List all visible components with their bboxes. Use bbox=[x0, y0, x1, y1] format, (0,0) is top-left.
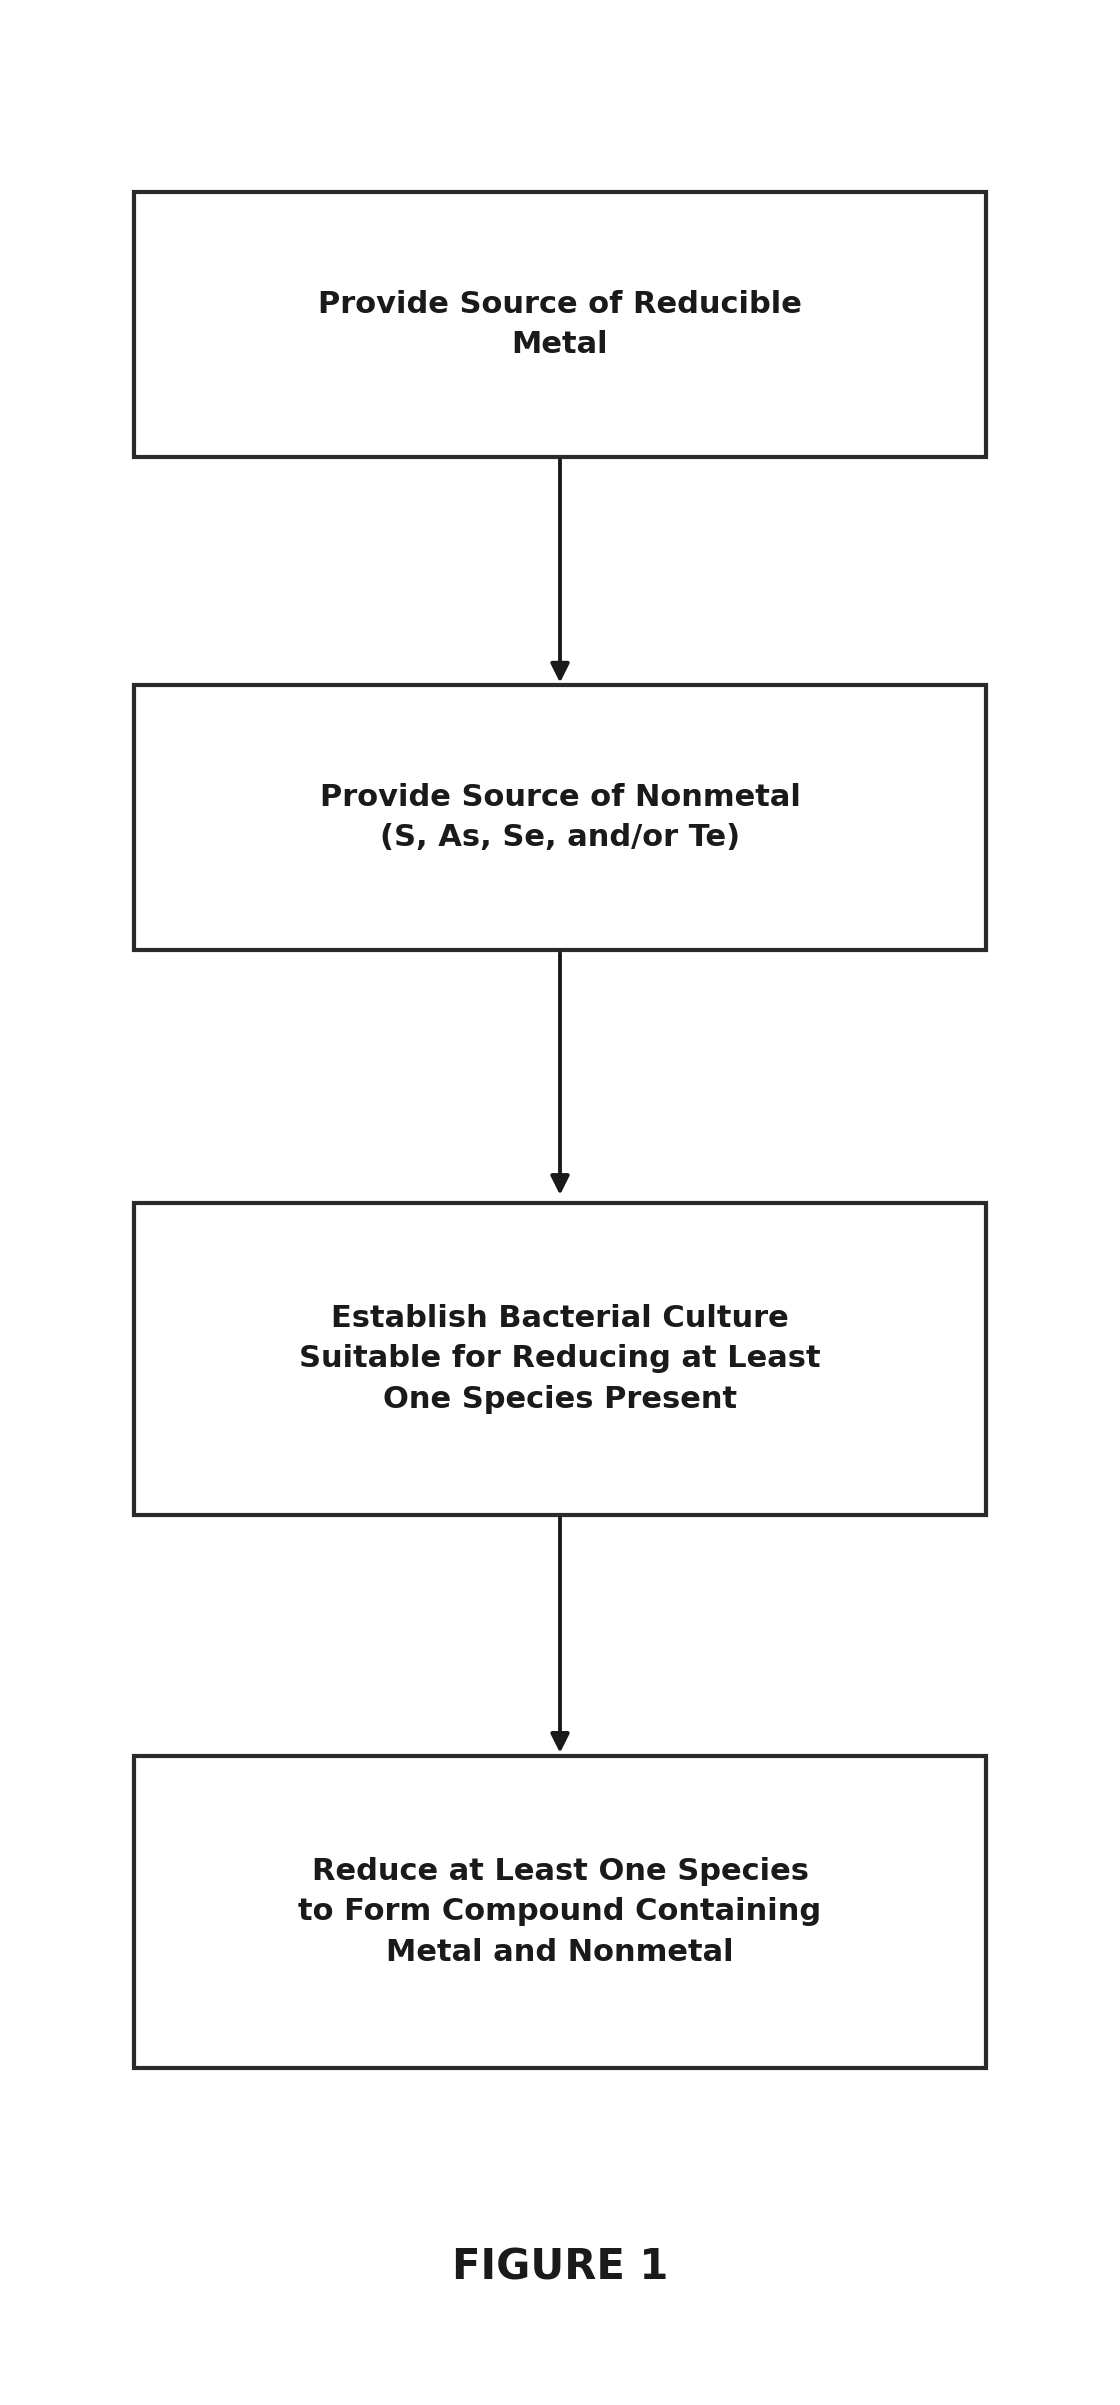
FancyBboxPatch shape bbox=[134, 1756, 986, 2068]
FancyBboxPatch shape bbox=[134, 685, 986, 950]
FancyBboxPatch shape bbox=[134, 1202, 986, 1515]
FancyBboxPatch shape bbox=[134, 192, 986, 457]
Text: Provide Source of Reducible
Metal: Provide Source of Reducible Metal bbox=[318, 291, 802, 358]
Text: Reduce at Least One Species
to Form Compound Containing
Metal and Nonmetal: Reduce at Least One Species to Form Comp… bbox=[298, 1857, 822, 1967]
Text: FIGURE 1: FIGURE 1 bbox=[451, 2246, 669, 2290]
Text: Provide Source of Nonmetal
(S, As, Se, and/or Te): Provide Source of Nonmetal (S, As, Se, a… bbox=[319, 784, 801, 851]
Text: Establish Bacterial Culture
Suitable for Reducing at Least
One Species Present: Establish Bacterial Culture Suitable for… bbox=[299, 1304, 821, 1414]
